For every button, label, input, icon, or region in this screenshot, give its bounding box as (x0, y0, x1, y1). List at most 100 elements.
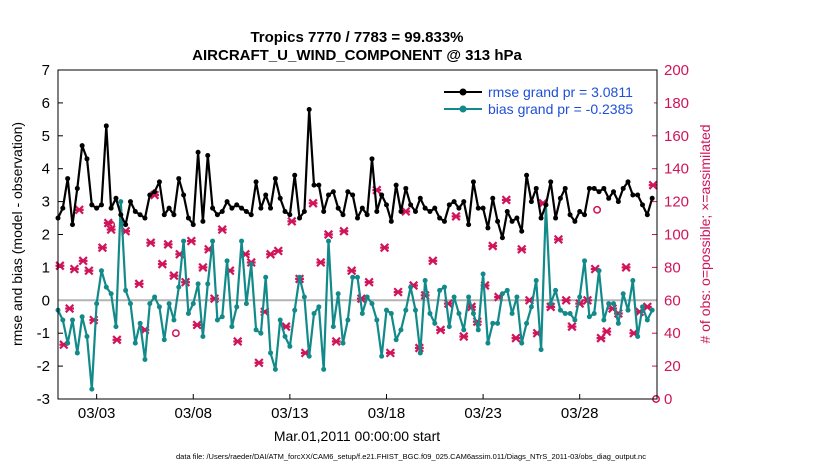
plot-frame (57, 69, 658, 400)
data-point (316, 182, 322, 188)
obs-assimilated-marker (78, 256, 88, 266)
data-point (446, 324, 452, 330)
data-point (282, 208, 288, 214)
data-point (287, 343, 293, 349)
series-line (57, 200, 654, 391)
y-right-tick-label: 200 (664, 62, 689, 79)
obs-possible-marker (171, 329, 180, 338)
data-point (248, 212, 254, 218)
data-point (364, 212, 370, 218)
data-point (210, 238, 216, 244)
obs-assimilated-marker (385, 348, 395, 358)
obs-assimilated-marker (84, 266, 94, 276)
y-right-tick-label: 140 (664, 161, 689, 178)
data-point (461, 199, 467, 205)
data-point (398, 208, 404, 214)
data-point (98, 268, 104, 274)
data-point (528, 199, 534, 205)
data-point (185, 310, 191, 316)
y-right-tick-label: 60 (664, 292, 681, 309)
chart-title: Tropics 7770 / 7783 = 99.833% (250, 29, 463, 46)
x-axis-ticks: 03/03 03/08 03/13 03/18 03/23 03/28 (78, 394, 599, 422)
data-point (451, 199, 457, 205)
data-point (301, 208, 307, 214)
obs-assimilated-marker (146, 238, 156, 248)
data-point (437, 287, 443, 293)
data-point (446, 202, 452, 208)
x-axis-label: Mar.01,2011 00:00:00 start (274, 428, 440, 444)
data-point (359, 205, 365, 211)
y-tick-label: -1 (37, 325, 50, 342)
data-point (475, 327, 481, 333)
data-point (330, 324, 336, 330)
data-point (224, 258, 230, 264)
left-axis-ticks: -3 -2 -1 0 1 2 3 4 5 6 7 (37, 62, 63, 408)
data-point (248, 261, 254, 267)
x-tick-label: 03/28 (561, 405, 599, 422)
obs-assimilated-marker (163, 239, 173, 249)
data-point (591, 185, 597, 191)
data-point (234, 202, 240, 208)
data-point (456, 205, 462, 211)
data-point (253, 327, 259, 333)
data-point (200, 218, 206, 224)
data-point (630, 192, 636, 198)
data-point (190, 222, 196, 228)
data-point (596, 268, 602, 274)
data-point (301, 294, 307, 300)
data-point (398, 327, 404, 333)
data-point (495, 218, 501, 224)
data-point (393, 337, 399, 343)
rmse-series (55, 106, 655, 241)
data-point (60, 205, 66, 211)
data-point (504, 208, 510, 214)
data-point (383, 202, 389, 208)
data-point (103, 284, 109, 290)
obs-assimilated-marker (97, 243, 108, 253)
data-point (152, 189, 158, 195)
data-point (345, 189, 351, 195)
obs-assimilated-marker (69, 264, 80, 274)
data-point (350, 192, 356, 198)
data-point (176, 284, 182, 290)
data-point (432, 320, 438, 326)
data-point (108, 291, 114, 297)
data-point (205, 281, 211, 287)
data-point (548, 179, 554, 185)
series-line (57, 108, 654, 239)
data-point (113, 324, 119, 330)
data-point (557, 307, 563, 313)
data-point (137, 320, 143, 326)
obs-assimilated-marker (74, 205, 84, 215)
data-point (495, 320, 501, 326)
data-point (533, 278, 539, 284)
obs-assimilated-marker (648, 180, 658, 190)
data-point (615, 320, 621, 326)
obs-assimilated-marker (347, 266, 357, 276)
data-point (403, 307, 409, 313)
data-point (379, 192, 385, 198)
x-tick-label: 03/03 (78, 405, 116, 422)
data-point (311, 182, 317, 188)
data-point (403, 185, 409, 191)
data-point (451, 294, 457, 300)
data-point (441, 284, 447, 290)
legend-bias-label: bias grand pr = -0.2385 (488, 101, 633, 117)
data-point (272, 176, 278, 182)
data-point (374, 208, 380, 214)
data-point (147, 301, 153, 307)
right-axis-ticks: 0 20 40 60 80 100 120 140 160 180 200 (652, 62, 689, 408)
data-point (89, 202, 95, 208)
obs-assimilated-marker (501, 195, 511, 205)
data-point (441, 218, 447, 224)
data-point (355, 215, 360, 221)
data-point (118, 212, 124, 218)
data-point (171, 212, 177, 218)
data-file-footer: data file: /Users/raeder/DAI/ATM_forcXX/… (176, 452, 646, 461)
obs-assimilated-marker (451, 211, 461, 221)
data-point (456, 310, 462, 316)
y-right-tick-label: 100 (664, 227, 689, 244)
obs-assimilated-marker (331, 336, 341, 347)
obs-assimilated-marker (65, 303, 75, 314)
y-right-tick-label: 180 (664, 95, 689, 112)
